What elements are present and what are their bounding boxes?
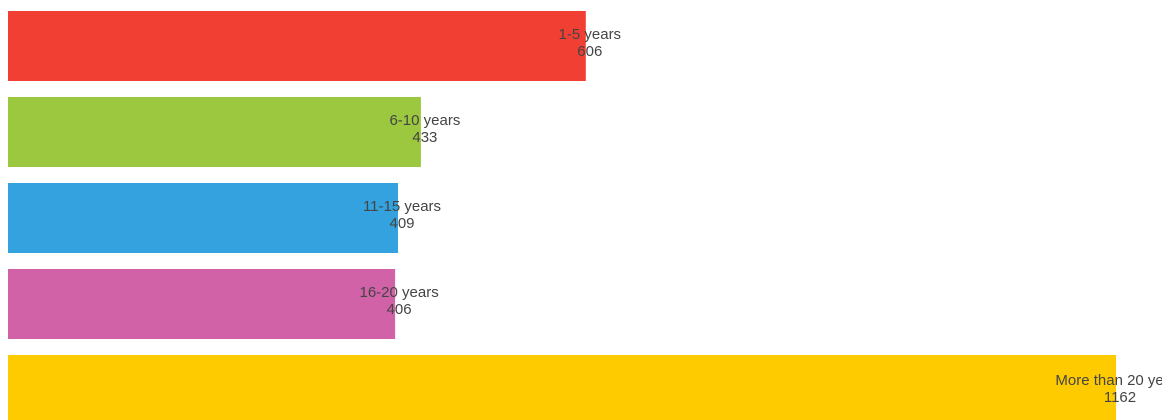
bar-4 [8,355,1116,420]
bar-value-label-0: 606 [577,43,602,60]
bar-category-label-2: 11-15 years [363,198,441,215]
bar-value-label-4: 1162 [1104,389,1136,406]
bar-value-label-3: 406 [387,301,412,318]
bar-value-label-2: 409 [389,215,414,232]
bar-category-label-3: 16-20 years [359,284,438,301]
bar-category-label-4: More than 20 years [1055,372,1162,389]
bar-1 [8,97,421,167]
bar-category-label-0: 1-5 years [559,26,622,43]
bar-3 [8,269,396,339]
bar-category-label-1: 6-10 years [389,112,460,129]
bar-value-label-1: 433 [412,129,437,146]
bars-group [8,11,1116,420]
bar-0 [8,11,586,81]
bar-2 [8,183,398,253]
